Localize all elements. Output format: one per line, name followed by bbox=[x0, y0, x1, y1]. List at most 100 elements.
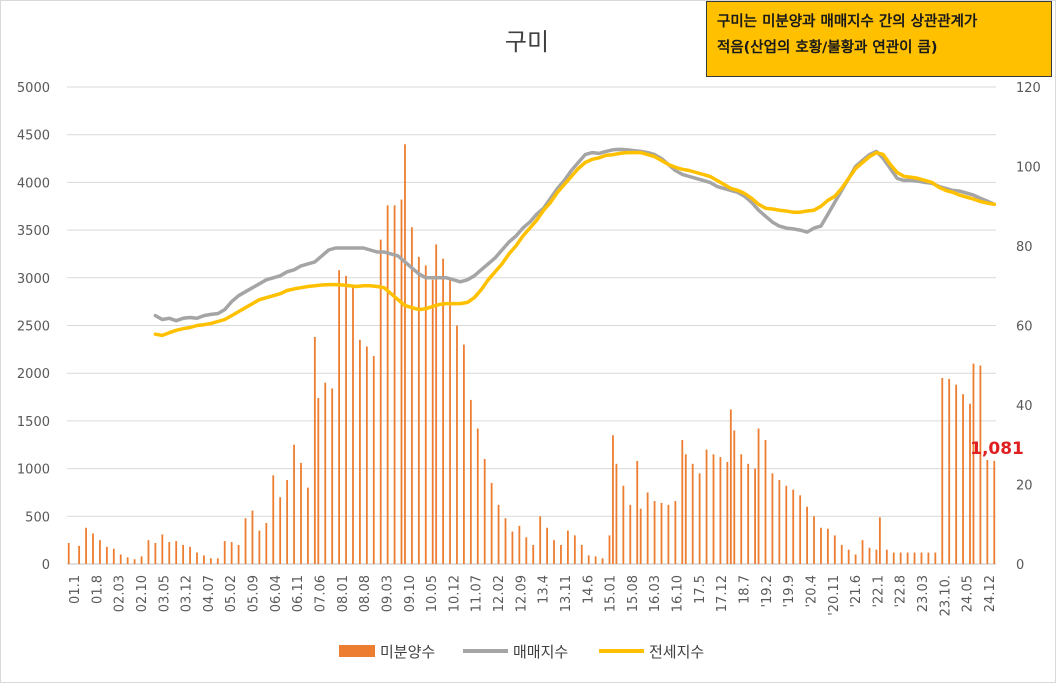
right-axis-tick: 60 bbox=[1016, 320, 1033, 335]
bar-unsold bbox=[636, 460, 639, 564]
x-axis: 01.1 01.8 02.03 02.10 03.05 03.12 04.07 05.02 05… bbox=[68, 575, 998, 616]
bar-unsold bbox=[417, 256, 420, 564]
right-axis-tick: 0 bbox=[1016, 558, 1024, 573]
annotation-box: 구미는 미분양과 매매지수 간의 상관관계가 적음(산업의 호황/불황과 연관이… bbox=[706, 1, 1052, 77]
bar-unsold bbox=[726, 461, 729, 564]
bar-unsold bbox=[497, 504, 500, 564]
bar-unsold bbox=[352, 287, 354, 564]
bar-unsold bbox=[955, 384, 958, 564]
legend-swatch-unsold bbox=[339, 645, 375, 657]
line-series-layer bbox=[153, 147, 997, 338]
bar-unsold bbox=[573, 535, 576, 564]
bar-unsold bbox=[813, 516, 815, 564]
bar-unsold bbox=[979, 365, 982, 564]
bar-unsold bbox=[764, 439, 767, 564]
bar-unsold bbox=[553, 540, 555, 564]
bar-unsold bbox=[345, 275, 347, 564]
bar-unsold bbox=[300, 462, 302, 564]
bar-unsold bbox=[892, 552, 895, 564]
bar-unsold bbox=[203, 555, 205, 564]
bar-unsold bbox=[140, 556, 143, 564]
bar-unsold bbox=[854, 554, 857, 564]
bar-unsold bbox=[112, 548, 115, 564]
bar-unsold bbox=[601, 558, 604, 564]
x-axis-tick: 02.10 bbox=[135, 575, 150, 612]
bar-unsold bbox=[379, 239, 382, 564]
bar-unsold bbox=[442, 258, 445, 564]
bar-unsold bbox=[182, 544, 185, 564]
left-axis-tick: 2000 bbox=[17, 367, 50, 382]
bar-unsold bbox=[962, 394, 964, 564]
annotation-line-1: 구미는 미분양과 매매지수 간의 상관관계가 bbox=[717, 14, 978, 30]
bar-unsold bbox=[778, 480, 781, 564]
bar-unsold bbox=[934, 552, 937, 564]
x-axis-tick: '22.1 bbox=[871, 575, 886, 608]
bar-unsold bbox=[359, 339, 361, 564]
bar-unsold bbox=[847, 549, 850, 564]
bar-unsold bbox=[230, 542, 233, 564]
x-axis-tick: 11.07 bbox=[470, 575, 485, 612]
bar-unsold bbox=[660, 502, 663, 564]
bar-unsold bbox=[476, 428, 479, 564]
x-axis-tick: 10.12 bbox=[447, 575, 462, 612]
x-axis-tick: 24.05 bbox=[961, 575, 976, 612]
bar-unsold bbox=[771, 473, 774, 564]
bar-unsold bbox=[404, 144, 406, 565]
bar-unsold bbox=[216, 558, 219, 564]
right-axis-tick: 120 bbox=[1016, 81, 1041, 96]
bar-unsold bbox=[272, 475, 275, 564]
bar-unsold bbox=[747, 463, 750, 564]
left-axis-tick: 5000 bbox=[17, 81, 50, 96]
x-axis-tick: 05.09 bbox=[247, 575, 262, 612]
bar-unsold bbox=[424, 265, 427, 564]
bar-unsold bbox=[147, 540, 150, 564]
bar-unsold bbox=[733, 430, 736, 564]
x-axis-tick: 04.07 bbox=[202, 575, 217, 612]
left-axis-tick: 3000 bbox=[17, 272, 50, 287]
x-axis-tick: 15.01 bbox=[604, 575, 619, 612]
x-axis-tick: 09.10 bbox=[403, 575, 418, 612]
bar-unsold bbox=[799, 495, 802, 564]
bar-unsold bbox=[826, 528, 829, 564]
bar-unsold bbox=[705, 449, 708, 564]
bar-unsold bbox=[608, 535, 611, 564]
x-axis-tick: 23.03 bbox=[916, 575, 931, 612]
right-axis-tick: 20 bbox=[1016, 479, 1033, 494]
bar-unsold bbox=[244, 518, 247, 564]
bar-unsold bbox=[189, 546, 191, 564]
bar-unsold bbox=[969, 403, 971, 564]
bar-unsold bbox=[861, 540, 864, 564]
bar-unsold bbox=[913, 552, 916, 564]
left-axis-tick: 1000 bbox=[17, 463, 50, 478]
bar-unsold bbox=[712, 454, 715, 564]
legend-label-unsold: 미분양수 bbox=[380, 643, 435, 661]
bar-unsold bbox=[986, 460, 989, 564]
bar-unsold bbox=[338, 270, 341, 564]
right-axis-tick: 100 bbox=[1016, 161, 1041, 176]
bar-unsold bbox=[265, 522, 268, 564]
bar-unsold bbox=[393, 205, 396, 565]
last-value-label: 1,081 bbox=[970, 439, 1024, 459]
bar-unsold bbox=[681, 439, 684, 564]
x-axis-tick: 24.12 bbox=[983, 575, 998, 612]
line-jeonse-index bbox=[153, 150, 997, 338]
bar-unsold bbox=[785, 485, 788, 564]
bar-unsold bbox=[885, 549, 888, 564]
bar-unsold bbox=[293, 444, 295, 564]
bar-unsold bbox=[209, 558, 212, 564]
left-axis-tick: 0 bbox=[42, 558, 50, 573]
bar-unsold bbox=[993, 460, 996, 564]
bar-unsold bbox=[684, 454, 687, 564]
x-axis-tick: 07.06 bbox=[313, 575, 328, 612]
bar-unsold bbox=[511, 531, 514, 564]
bar-unsold bbox=[754, 468, 756, 564]
x-axis-tick: '20.11 bbox=[827, 575, 842, 616]
bar-unsold bbox=[719, 457, 722, 564]
bar-unsold bbox=[133, 559, 136, 564]
left-axis-tick: 4500 bbox=[17, 129, 50, 144]
bar-unsold bbox=[948, 378, 951, 564]
x-axis-tick: 17.12 bbox=[715, 575, 730, 612]
x-axis-tick: 06.11 bbox=[291, 575, 306, 612]
